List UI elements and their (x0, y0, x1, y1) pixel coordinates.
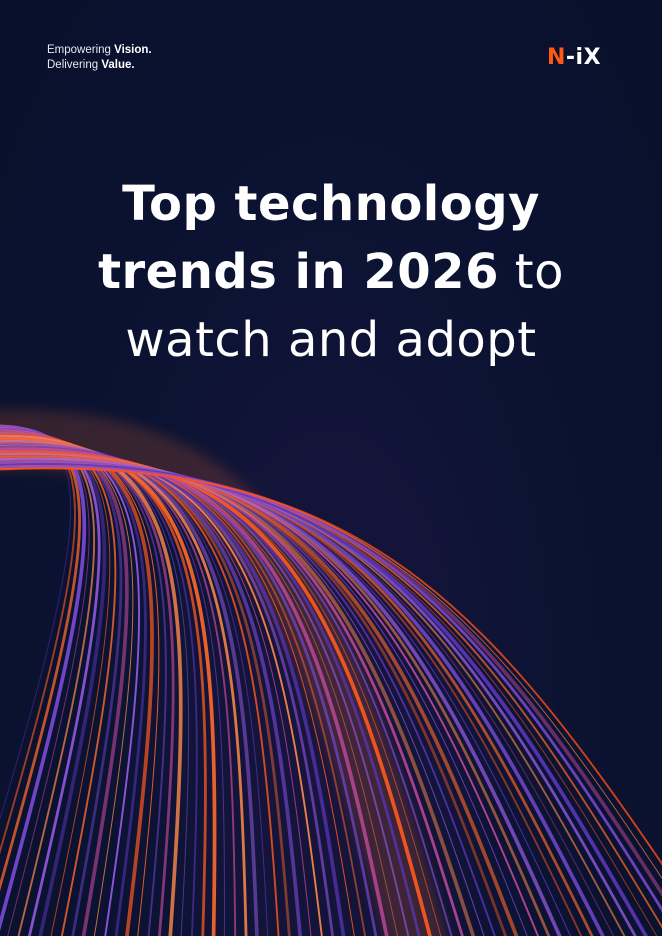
tagline-regular-2: Delivering (47, 59, 102, 71)
title-line-2: trends in 2026 to (0, 238, 662, 306)
n-ix-logo: N-iX (547, 44, 601, 72)
title-line-1: Top technology (122, 176, 540, 232)
light-streak (0, 467, 662, 866)
page-title: Top technology trends in 2026 to watch a… (0, 170, 662, 374)
tagline-line-1: Empowering Vision. (47, 43, 152, 58)
title-line-2-bold: trends in 2026 (98, 244, 499, 300)
light-streak (0, 432, 147, 936)
streak-glow (0, 409, 448, 936)
logo-letter: N (547, 45, 566, 70)
tagline-bold-2: Value. (101, 59, 135, 71)
tagline-bold-1: Vision. (114, 44, 152, 56)
tagline-line-2: Delivering Value. (47, 58, 152, 73)
tagline: Empowering Vision. Delivering Value. (47, 43, 152, 73)
tagline-regular-1: Empowering (47, 44, 115, 56)
logo-rest: -iX (565, 45, 602, 70)
title-line-3: watch and adopt (125, 312, 537, 368)
title-line-2-light: to (498, 244, 564, 300)
light-streak (0, 424, 71, 821)
light-streak (0, 425, 87, 932)
